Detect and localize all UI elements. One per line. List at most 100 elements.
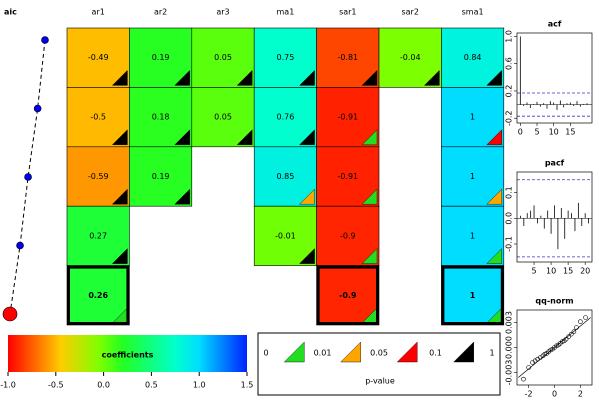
legend-swatch <box>453 341 474 363</box>
p-value-triangle <box>111 129 128 146</box>
x-tick-label: 15 <box>563 267 573 276</box>
highlight-border <box>316 265 380 326</box>
tile-value: 0.75 <box>276 53 294 62</box>
column-label: ar2 <box>154 8 167 17</box>
colorbar-tick-label: 0.0 <box>97 381 110 390</box>
tile <box>191 27 255 88</box>
x-tick-label: 5 <box>534 128 539 137</box>
tile <box>441 27 505 88</box>
x-tick-label: 20 <box>580 267 590 276</box>
colorbar-tick-label: 0.5 <box>145 381 158 390</box>
tile-value: -0.59 <box>88 172 109 181</box>
tile <box>441 146 505 207</box>
tile-value: 1 <box>470 172 475 181</box>
panel-box <box>516 32 593 124</box>
qq-point <box>566 334 572 339</box>
y-tick-label: 0.1 <box>505 186 514 199</box>
tile <box>378 27 442 88</box>
tile <box>316 87 380 148</box>
legend-swatch <box>396 341 418 363</box>
qq-point <box>563 336 569 342</box>
panel-box <box>516 171 593 263</box>
y-tick-label: 0.6 <box>505 57 514 70</box>
panel-box <box>516 309 593 386</box>
colorbar <box>8 335 247 372</box>
tile <box>129 87 193 148</box>
y-tick-label: 0.000 <box>505 336 514 359</box>
column-label: sar2 <box>401 8 418 17</box>
x-tick-label: 10 <box>549 128 559 137</box>
colorbar-tick-label: 1.0 <box>193 381 206 390</box>
y-tick-label: -0.003 <box>505 360 514 386</box>
p-value-triangle <box>486 69 502 86</box>
legend-label: 0.01 <box>314 349 332 358</box>
column-label: ar1 <box>92 8 105 17</box>
qq-point <box>578 319 583 324</box>
panel-title: acf <box>548 20 562 29</box>
qq-point <box>521 376 526 382</box>
column-label: sar1 <box>339 8 356 17</box>
reference-line <box>518 317 591 378</box>
aic-line <box>9 39 46 315</box>
x-tick-label: 15 <box>565 128 575 137</box>
y-tick-label: 0.2 <box>505 85 514 98</box>
tile-value: -0.01 <box>275 231 296 240</box>
aic-point <box>24 173 32 181</box>
p-value-triangle <box>299 188 315 205</box>
tile-value: 0.84 <box>464 53 482 62</box>
colorbar-title: coefficients <box>102 351 154 360</box>
tile-value: 0.85 <box>276 172 294 181</box>
tile-value: -0.04 <box>400 53 421 62</box>
p-value-triangle <box>299 69 315 86</box>
x-tick-label: -2 <box>525 390 533 399</box>
p-value-triangle <box>236 129 253 146</box>
column-label: ar3 <box>216 8 229 17</box>
p-value-triangle <box>111 248 128 264</box>
legend-title: p-value <box>365 377 395 386</box>
tile-value: -0.9 <box>340 231 356 240</box>
tile-value: 0.05 <box>214 53 232 62</box>
p-value-triangle <box>299 129 315 146</box>
p-value-triangle <box>486 129 502 146</box>
legend-label: 0 <box>263 349 268 358</box>
qq-point <box>569 331 574 337</box>
legend-box <box>257 332 501 396</box>
qq-point <box>574 325 579 330</box>
column-label: ma1 <box>277 8 295 17</box>
tile <box>66 146 130 207</box>
aic-title: aic <box>4 8 17 17</box>
p-value-triangle <box>361 188 378 205</box>
tile-value: 0.76 <box>276 113 294 122</box>
tile-value: -0.49 <box>88 53 109 62</box>
tile <box>253 87 317 148</box>
tile-value: -0.5 <box>90 113 106 122</box>
x-tick-label: 0 <box>552 390 557 399</box>
legend-swatch <box>283 341 305 363</box>
highlight-border <box>67 265 130 326</box>
colorbar-tick-label: -1.0 <box>0 381 16 390</box>
p-value-triangle <box>174 188 191 205</box>
tile <box>129 146 193 207</box>
x-tick-label: 10 <box>546 267 556 276</box>
p-value-triangle <box>174 129 191 146</box>
qq-point <box>526 365 531 370</box>
column-label: sma1 <box>462 8 484 17</box>
legend-label: 1 <box>489 349 494 358</box>
tile <box>66 205 130 266</box>
aic-point <box>16 241 24 250</box>
y-tick-label: 1.0 <box>505 30 514 43</box>
tile-value: 1 <box>470 291 476 300</box>
qq-point <box>583 315 588 320</box>
p-value-triangle <box>111 188 128 205</box>
tile-value: 1 <box>470 113 475 122</box>
p-value-triangle <box>361 248 378 264</box>
p-value-triangle <box>486 248 502 264</box>
tile-value: -0.81 <box>337 53 358 62</box>
p-value-triangle <box>299 248 315 264</box>
panel-title: pacf <box>545 159 565 168</box>
panel-title: qq-norm <box>535 297 573 306</box>
p-value-triangle <box>361 69 378 86</box>
p-value-triangle <box>236 69 253 86</box>
x-tick-label: 2 <box>578 390 583 399</box>
